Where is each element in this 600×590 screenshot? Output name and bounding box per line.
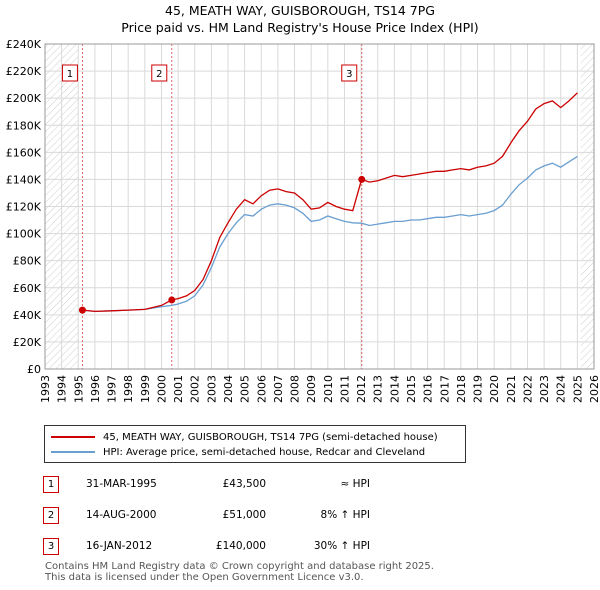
x-tick-label: 2018 [455, 375, 468, 403]
sale-label-number: 1 [67, 69, 73, 80]
x-tick-label: 2020 [488, 375, 501, 403]
x-tick-label: 1997 [106, 375, 119, 403]
y-tick-label: £200K [6, 92, 42, 105]
y-tick-label: £140K [6, 173, 42, 186]
x-tick-label: 2000 [155, 375, 168, 403]
y-tick-label: £60K [13, 282, 42, 295]
sale-label-number: 2 [156, 69, 162, 80]
y-tick-label: £180K [6, 119, 42, 132]
sale-price: £51,000 [222, 509, 266, 521]
sale-label-number: 3 [346, 69, 352, 80]
y-tick-label: £120K [6, 201, 42, 214]
sale-point [168, 296, 176, 304]
x-tick-label: 1994 [56, 375, 69, 403]
x-tick-label: 2022 [521, 375, 534, 403]
sale-hpi-relation: ≈ HPI [340, 478, 370, 490]
legend: 45, MEATH WAY, GUISBOROUGH, TS14 7PG (se… [44, 425, 466, 463]
sale-hpi-relation: 8% ↑ HPI [320, 509, 370, 521]
sale-date: 31-MAR-1995 [86, 478, 157, 490]
y-tick-label: £100K [6, 228, 42, 241]
x-tick-label: 1999 [139, 375, 152, 403]
x-tick-label: 2002 [189, 375, 202, 403]
y-tick-label: £240K [6, 38, 42, 51]
x-tick-label: 2021 [505, 375, 518, 403]
sale-price: £43,500 [222, 478, 266, 490]
y-tick-label: £20K [13, 336, 42, 349]
sale-marker: 3 [43, 538, 59, 555]
legend-label-hpi: HPI: Average price, semi-detached house,… [103, 446, 426, 458]
x-tick-label: 2019 [472, 375, 485, 403]
x-tick-label: 2012 [355, 375, 368, 403]
y-tick-label: £40K [13, 309, 42, 322]
x-tick-label: 2010 [322, 375, 335, 403]
x-tick-label: 2011 [338, 375, 351, 403]
x-tick-label: 2015 [405, 375, 418, 403]
y-tick-label: £220K [6, 65, 42, 78]
legend-item-hpi: HPI: Average price, semi-detached house,… [51, 445, 425, 459]
x-tick-label: 2008 [289, 375, 302, 403]
x-tick-label: 2016 [422, 375, 435, 403]
y-tick-label: £160K [6, 146, 42, 159]
sale-row: 3 16-JAN-2012 £140,000 30% ↑ HPI [40, 537, 560, 555]
x-tick-label: 2025 [571, 375, 584, 403]
chart-subtitle: Price paid vs. HM Land Registry's House … [121, 20, 479, 35]
footer-copyright: Contains HM Land Registry data © Crown c… [45, 561, 434, 572]
x-tick-label: 2023 [538, 375, 551, 403]
x-tick-label: 1995 [72, 375, 85, 403]
sale-date: 16-JAN-2012 [86, 540, 153, 552]
sale-point [78, 306, 86, 314]
sale-marker: 1 [43, 476, 59, 493]
x-tick-label: 2007 [272, 375, 285, 403]
legend-item-property: 45, MEATH WAY, GUISBOROUGH, TS14 7PG (se… [51, 430, 438, 444]
y-tick-label: £0 [27, 363, 41, 376]
plot-border [44, 43, 595, 370]
x-tick-label: 2014 [388, 375, 401, 403]
sale-price: £140,000 [215, 540, 266, 552]
y-tick-label: £80K [13, 255, 42, 268]
legend-swatch-property [51, 436, 95, 438]
sale-label-box [341, 64, 358, 82]
x-tick-label: 1998 [122, 375, 135, 403]
x-tick-label: 1993 [39, 375, 52, 403]
sale-marker: 2 [43, 507, 59, 524]
x-tick-label: 2013 [372, 375, 385, 403]
chart-title: 45, MEATH WAY, GUISBOROUGH, TS14 7PG [165, 3, 435, 18]
sale-label-box [151, 64, 168, 82]
x-tick-label: 2009 [305, 375, 318, 403]
footer: Contains HM Land Registry data © Crown c… [45, 561, 434, 583]
legend-label-property: 45, MEATH WAY, GUISBOROUGH, TS14 7PG (se… [103, 431, 438, 443]
x-tick-label: 2004 [222, 375, 235, 403]
sale-hpi-relation: 30% ↑ HPI [313, 540, 370, 552]
property-series-line [82, 92, 578, 313]
x-tick-label: 2017 [438, 375, 451, 403]
x-tick-label: 2006 [255, 375, 268, 403]
hpi-series-line [82, 155, 578, 313]
x-tick-label: 2001 [172, 375, 185, 403]
x-tick-label: 1996 [89, 375, 102, 403]
sale-row: 1 31-MAR-1995 £43,500 ≈ HPI [40, 475, 560, 493]
x-tick-label: 2003 [205, 375, 218, 403]
x-tick-label: 2024 [555, 375, 568, 403]
price-chart: £0 £20K £40K £60K £80K £100K £120K £140K £160K £1… [6, 38, 600, 403]
sale-point [358, 175, 366, 183]
sale-label-box [61, 64, 78, 82]
footer-licence: This data is licensed under the Open Gov… [45, 572, 364, 583]
x-tick-label: 2005 [239, 375, 252, 403]
sale-row: 2 14-AUG-2000 £51,000 8% ↑ HPI [40, 506, 560, 524]
legend-swatch-hpi [51, 451, 95, 453]
x-tick-label: 2026 [588, 375, 600, 403]
sale-date: 14-AUG-2000 [86, 509, 157, 521]
